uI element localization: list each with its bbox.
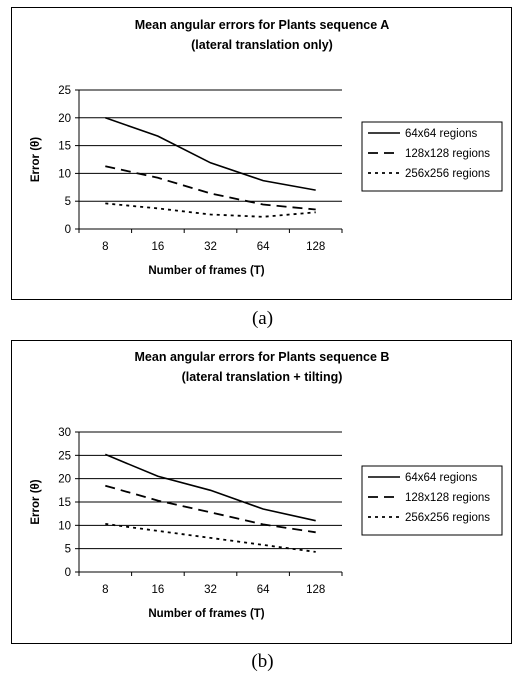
y-tick-label: 15 xyxy=(58,497,71,509)
x-tick-label: 8 xyxy=(102,584,108,596)
x-tick-label: 128 xyxy=(306,584,325,596)
caption-a: (a) xyxy=(251,308,274,329)
x-tick-label: 32 xyxy=(204,241,217,253)
y-tick-label: 5 xyxy=(65,544,71,556)
legend-label-2: 128x128 regions xyxy=(405,148,490,160)
series-line-1 xyxy=(104,453,316,522)
chart-title: Mean angular errors for Plants sequence … xyxy=(135,350,390,364)
series-line-1 xyxy=(105,117,316,191)
chart-panel-b: Mean angular errors for Plants sequence … xyxy=(11,340,512,644)
x-tick-label: 64 xyxy=(257,241,270,253)
x-tick-label: 16 xyxy=(152,241,165,253)
x-axis-label: Number of frames (T) xyxy=(148,608,264,620)
series-line-2 xyxy=(105,484,316,534)
y-tick-label: 0 xyxy=(65,224,71,236)
x-axis-label: Number of frames (T) xyxy=(148,265,264,277)
y-axis-label: Error (θ) xyxy=(30,137,42,182)
y-tick-label: 25 xyxy=(58,85,71,97)
legend-label-1: 64x64 regions xyxy=(405,128,477,140)
y-tick-label: 5 xyxy=(65,196,71,208)
x-tick-label: 16 xyxy=(152,584,165,596)
legend-box xyxy=(361,121,503,192)
legend-label-2: 128x128 regions xyxy=(405,492,490,504)
legend-label-3: 256x256 regions xyxy=(405,168,490,180)
y-tick-label: 15 xyxy=(58,141,71,153)
x-tick-label: 128 xyxy=(306,241,325,253)
chart-b: Mean angular errors for Plants sequence … xyxy=(30,350,503,620)
y-tick-label: 10 xyxy=(58,168,71,180)
series-line-3 xyxy=(105,202,316,218)
chart-a: Mean angular errors for Plants sequence … xyxy=(30,18,503,277)
y-tick-label: 20 xyxy=(58,113,71,125)
caption-b: (b) xyxy=(251,651,274,672)
y-tick-label: 20 xyxy=(58,474,71,486)
legend-label-1: 64x64 regions xyxy=(405,472,477,484)
y-tick-label: 0 xyxy=(65,567,71,579)
series-line-3 xyxy=(105,523,316,553)
chart-subtitle: (lateral translation only) xyxy=(191,38,333,52)
chart-subtitle: (lateral translation + tilting) xyxy=(182,370,343,384)
series-line-2 xyxy=(105,165,316,211)
y-tick-label: 25 xyxy=(58,450,71,462)
y-tick-label: 10 xyxy=(58,520,71,532)
legend-label-3: 256x256 regions xyxy=(405,512,490,524)
y-axis-label: Error (θ) xyxy=(30,479,42,524)
x-tick-label: 64 xyxy=(257,584,270,596)
y-tick-label: 30 xyxy=(58,427,71,439)
x-tick-label: 8 xyxy=(102,241,108,253)
x-tick-label: 32 xyxy=(204,584,217,596)
chart-title: Mean angular errors for Plants sequence … xyxy=(135,18,389,32)
chart-panel-a: Mean angular errors for Plants sequence … xyxy=(11,7,512,300)
